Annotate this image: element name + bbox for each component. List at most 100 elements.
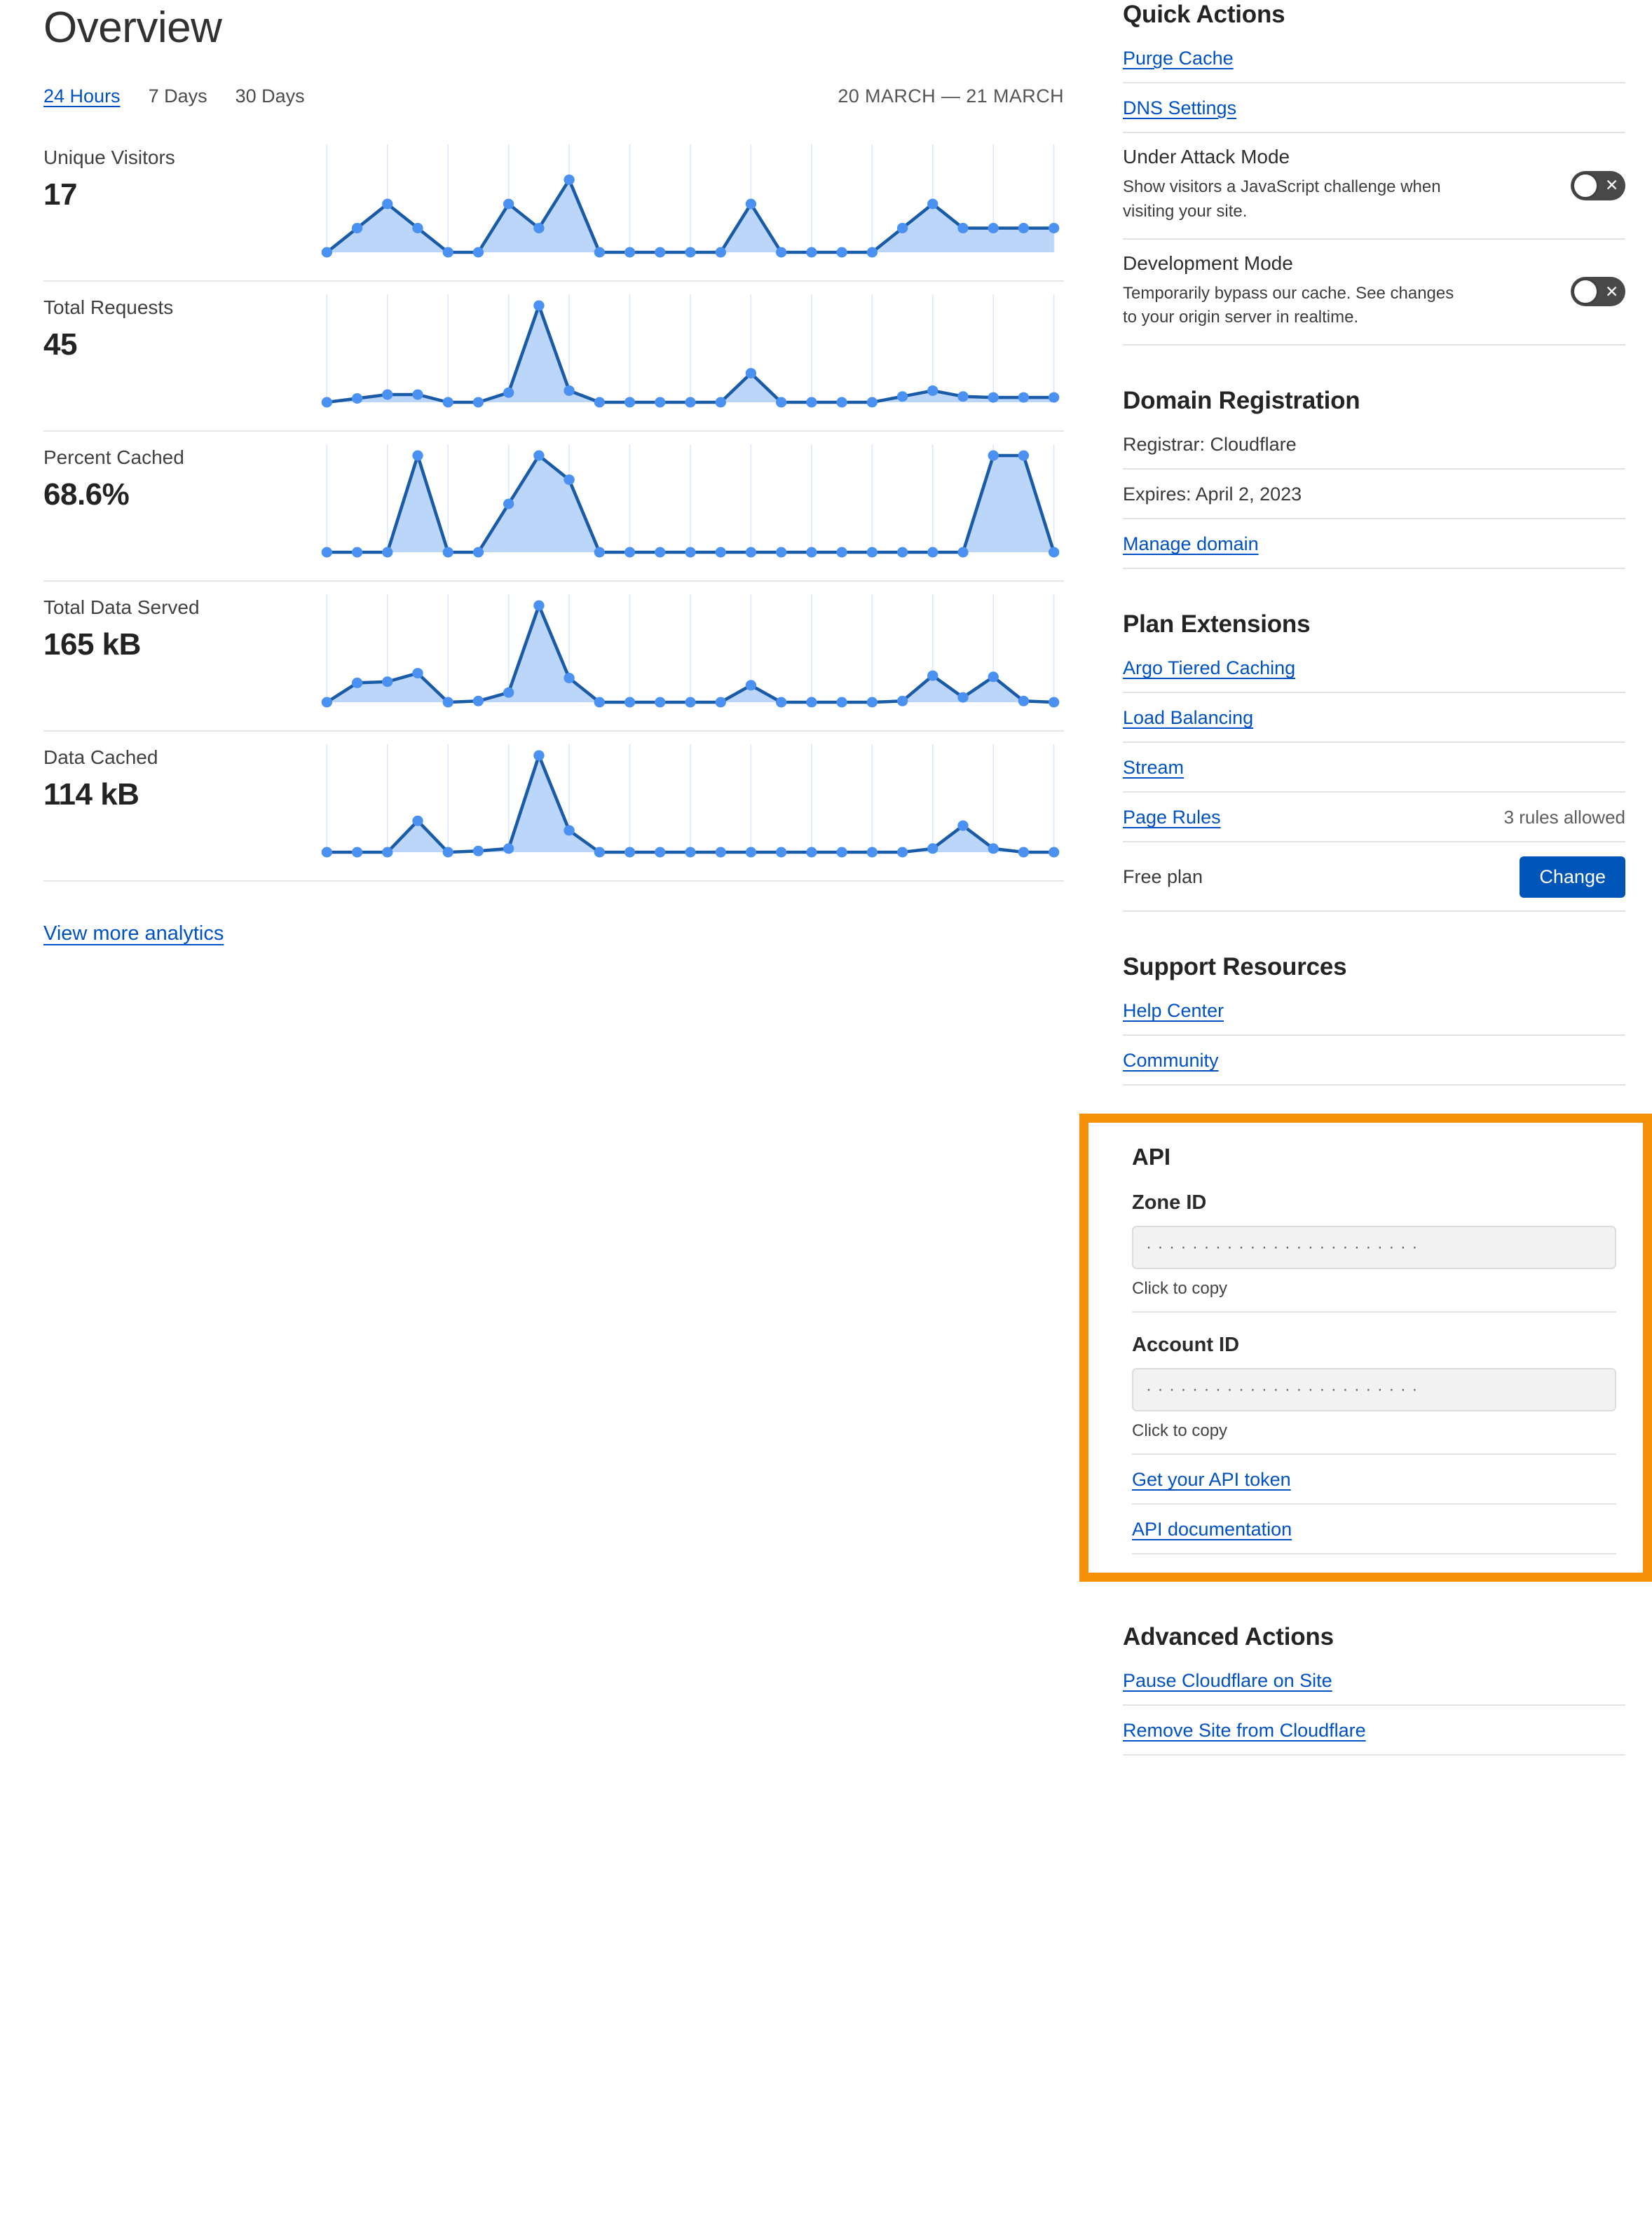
development-mode-toggle[interactable]: ✕ (1571, 277, 1625, 307)
load-balancing-link[interactable]: Load Balancing (1123, 707, 1254, 729)
advanced-actions-panel: Advanced Actions Pause Cloudflare on Sit… (1079, 1622, 1625, 1756)
zone-id-label: Zone ID (1132, 1191, 1207, 1215)
account-id-copy-hint: Click to copy (1132, 1421, 1616, 1456)
sidebar-column: Quick Actions Purge Cache DNS Settings U… (1079, 0, 1652, 1756)
quick-actions-rows: Purge Cache DNS Settings Under Attack Mo… (1123, 34, 1625, 346)
section-spacer (1079, 912, 1625, 952)
api-panel-highlight: API Zone ID ························ Cli… (1079, 1114, 1652, 1582)
section-spacer (1079, 1086, 1625, 1114)
row-expires: Expires: April 2, 2023 (1123, 470, 1625, 520)
sparkline-total-data-served[interactable] (317, 582, 1064, 732)
domain-registration-title: Domain Registration (1123, 387, 1360, 415)
time-range-bar: 24 Hours 7 Days 30 Days 20 MARCH — 21 MA… (43, 86, 1079, 114)
view-more-analytics-wrap: View more analytics (43, 922, 1079, 945)
metric-value: 114 kB (43, 777, 139, 812)
account-id-label: Account ID (1132, 1334, 1240, 1357)
toggle-off-icon: ✕ (1605, 176, 1619, 195)
row-plan: Free plan Change (1123, 842, 1625, 912)
plan-extensions-panel: Plan Extensions Argo Tiered Caching Load… (1079, 610, 1625, 912)
under-attack-mode-toggle[interactable]: ✕ (1571, 170, 1625, 200)
row-pause-cloudflare[interactable]: Pause Cloudflare on Site (1123, 1656, 1625, 1706)
argo-tiered-caching-link[interactable]: Argo Tiered Caching (1123, 657, 1296, 679)
metric-info: Unique Visitors 17 (43, 132, 317, 212)
sparkline-percent-cached[interactable] (317, 432, 1064, 582)
metric-label: Data Cached (43, 746, 158, 769)
metric-row-total-data-served: Total Data Served 165 kB (43, 582, 1064, 732)
metric-label: Total Data Served (43, 596, 200, 619)
sparkline-data-cached[interactable] (317, 732, 1064, 882)
zone-id-value[interactable]: ························ (1132, 1226, 1616, 1270)
metric-info: Data Cached 114 kB (43, 732, 317, 812)
section-spacer (1079, 1582, 1625, 1622)
community-link[interactable]: Community (1123, 1050, 1219, 1072)
page-rules-link[interactable]: Page Rules (1123, 807, 1221, 828)
under-attack-mode-label: Under Attack Mode (1123, 146, 1290, 167)
sparkline-total-requests[interactable] (317, 282, 1064, 432)
row-registrar: Registrar: Cloudflare (1123, 420, 1625, 470)
advanced-actions-rows: Pause Cloudflare on Site Remove Site fro… (1123, 1656, 1625, 1756)
support-resources-title: Support Resources (1123, 953, 1347, 981)
plan-extensions-rows: Argo Tiered Caching Load Balancing Strea… (1123, 643, 1625, 912)
overview-page: Overview 24 Hours 7 Days 30 Days 20 MARC… (43, 0, 1652, 1756)
section-spacer (1079, 569, 1625, 610)
registrar-value: Registrar: Cloudflare (1123, 434, 1297, 456)
get-api-token-link[interactable]: Get your API token (1132, 1469, 1291, 1491)
zone-id-copy-hint: Click to copy (1132, 1279, 1616, 1313)
advanced-actions-title: Advanced Actions (1123, 1623, 1334, 1651)
time-range-tab-30-days[interactable]: 30 Days (235, 86, 305, 107)
row-help-center[interactable]: Help Center (1123, 986, 1625, 1037)
row-argo-tiered-caching[interactable]: Argo Tiered Caching (1123, 643, 1625, 694)
view-more-analytics-link[interactable]: View more analytics (43, 922, 224, 945)
change-plan-button[interactable]: Change (1520, 856, 1625, 898)
metric-row-data-cached: Data Cached 114 kB (43, 732, 1064, 882)
toggle-knob (1572, 278, 1599, 306)
metric-row-total-requests: Total Requests 45 (43, 282, 1064, 432)
metric-label: Percent Cached (43, 446, 184, 469)
row-stream[interactable]: Stream (1123, 743, 1625, 793)
time-range-tab-24-hours[interactable]: 24 Hours (43, 86, 121, 107)
row-load-balancing[interactable]: Load Balancing (1123, 693, 1625, 744)
quick-actions-panel: Quick Actions Purge Cache DNS Settings U… (1079, 0, 1625, 346)
metric-info: Total Requests 45 (43, 282, 317, 362)
api-title: API (1132, 1144, 1171, 1170)
sparkline-unique-visitors[interactable] (317, 132, 1064, 282)
row-dns-settings[interactable]: DNS Settings (1123, 83, 1625, 133)
row-manage-domain[interactable]: Manage domain (1123, 519, 1625, 570)
development-mode-description: Temporarily bypass our cache. See change… (1123, 283, 1454, 327)
row-get-api-token[interactable]: Get your API token (1132, 1455, 1616, 1505)
current-plan-label: Free plan (1123, 866, 1203, 888)
toggle-off-icon: ✕ (1605, 282, 1619, 301)
metrics-list: Unique Visitors 17 Total Requests 45 (43, 132, 1079, 882)
metric-value: 45 (43, 327, 77, 362)
development-mode-label: Development Mode (1123, 252, 1293, 274)
dns-settings-link[interactable]: DNS Settings (1123, 97, 1237, 118)
account-id-value[interactable]: ························ (1132, 1368, 1616, 1412)
stream-link[interactable]: Stream (1123, 757, 1185, 779)
plan-extensions-title: Plan Extensions (1123, 610, 1311, 638)
row-remove-site[interactable]: Remove Site from Cloudflare (1123, 1706, 1625, 1756)
row-community[interactable]: Community (1123, 1036, 1625, 1086)
api-documentation-link[interactable]: API documentation (1132, 1519, 1292, 1540)
metric-row-unique-visitors: Unique Visitors 17 (43, 132, 1064, 282)
section-spacer (1079, 346, 1625, 386)
time-range-tabs: 24 Hours 7 Days 30 Days (43, 86, 305, 107)
page-rules-allowance: 3 rules allowed (1503, 807, 1625, 828)
manage-domain-link[interactable]: Manage domain (1123, 533, 1259, 555)
row-development-mode: Development Mode Temporarily bypass our … (1123, 240, 1625, 346)
domain-registration-rows: Registrar: Cloudflare Expires: April 2, … (1123, 420, 1625, 570)
pause-cloudflare-link[interactable]: Pause Cloudflare on Site (1123, 1670, 1332, 1692)
metric-label: Unique Visitors (43, 146, 175, 169)
row-page-rules[interactable]: Page Rules 3 rules allowed (1123, 793, 1625, 843)
purge-cache-link[interactable]: Purge Cache (1123, 48, 1234, 69)
remove-site-link[interactable]: Remove Site from Cloudflare (1123, 1720, 1366, 1742)
support-resources-panel: Support Resources Help Center Community (1079, 952, 1625, 1086)
help-center-link[interactable]: Help Center (1123, 1000, 1224, 1022)
metric-info: Total Data Served 165 kB (43, 582, 317, 662)
row-purge-cache[interactable]: Purge Cache (1123, 34, 1625, 83)
row-api-documentation[interactable]: API documentation (1132, 1505, 1616, 1555)
metric-label: Total Requests (43, 296, 174, 319)
date-range-label: 20 MARCH — 21 MARCH (838, 86, 1064, 107)
time-range-tab-7-days[interactable]: 7 Days (148, 86, 207, 107)
metric-value: 17 (43, 177, 77, 212)
metric-value: 165 kB (43, 627, 141, 662)
